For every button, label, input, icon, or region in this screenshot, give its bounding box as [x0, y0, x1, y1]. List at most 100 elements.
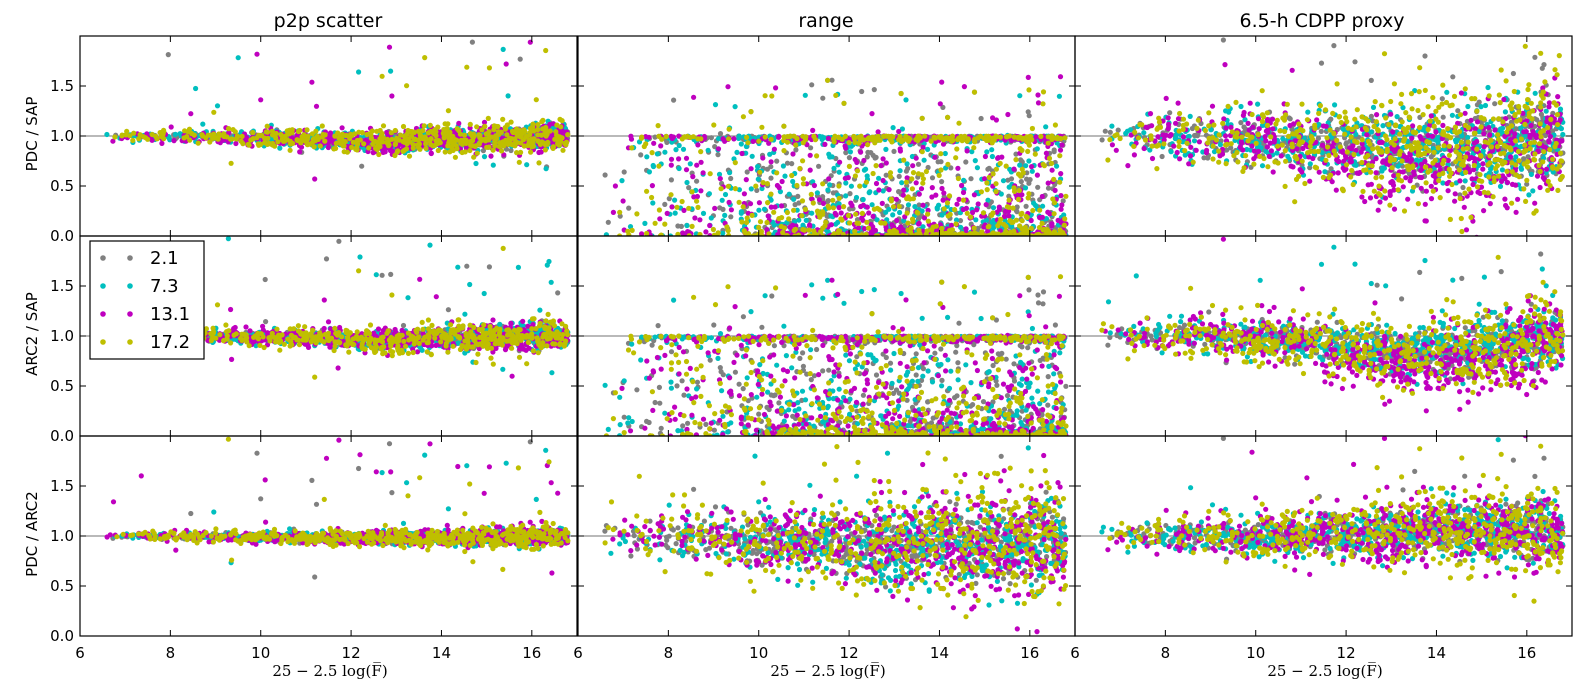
- data-point: [695, 204, 701, 210]
- data-point: [325, 144, 331, 151]
- data-point: [786, 191, 792, 197]
- data-point: [1024, 176, 1030, 182]
- data-point: [543, 166, 549, 172]
- data-point: [985, 166, 991, 172]
- data-point: [981, 135, 987, 141]
- data-point: [964, 148, 970, 154]
- data-point: [755, 164, 761, 170]
- data-point: [1046, 155, 1053, 161]
- data-point: [680, 146, 687, 152]
- data-point: [694, 198, 700, 204]
- data-point: [803, 134, 809, 140]
- data-point: [914, 209, 920, 215]
- data-point: [985, 233, 992, 236]
- data-point: [710, 226, 717, 233]
- data-point: [423, 141, 429, 147]
- data-point: [652, 134, 658, 140]
- data-point: [1039, 214, 1045, 220]
- data-point: [339, 125, 345, 131]
- data-point: [984, 149, 990, 155]
- data-point: [410, 145, 416, 151]
- data-point: [469, 138, 476, 144]
- data-point: [946, 193, 953, 199]
- data-point: [833, 221, 839, 227]
- data-point: [476, 141, 482, 147]
- data-point: [951, 232, 957, 236]
- data-point: [668, 192, 674, 198]
- data-point: [530, 121, 536, 127]
- data-point: [319, 123, 325, 129]
- data-point: [281, 138, 287, 144]
- data-point: [970, 209, 976, 216]
- data-point: [482, 123, 488, 129]
- data-point: [676, 156, 682, 162]
- data-point: [989, 147, 995, 153]
- data-point: [736, 187, 743, 193]
- data-point: [883, 172, 889, 178]
- data-point: [490, 147, 496, 153]
- data-point: [394, 149, 400, 155]
- data-point: [1005, 111, 1011, 118]
- data-point: [837, 159, 843, 165]
- data-point: [856, 220, 862, 226]
- data-point: [930, 224, 936, 230]
- data-point: [1059, 142, 1065, 148]
- data-point: [961, 84, 968, 90]
- data-point: [505, 93, 511, 99]
- data-point: [1238, 120, 1244, 126]
- data-point: [464, 64, 470, 70]
- data-point: [939, 79, 945, 85]
- data-point: [774, 158, 780, 164]
- data-point: [899, 126, 906, 132]
- data-point: [901, 228, 907, 234]
- data-point: [778, 203, 785, 209]
- data-point: [732, 186, 739, 192]
- data-point: [481, 154, 488, 160]
- data-point: [954, 146, 960, 152]
- data-point: [1017, 146, 1023, 152]
- data-point: [861, 137, 867, 143]
- data-point: [445, 108, 451, 114]
- data-point: [332, 133, 338, 139]
- data-point: [864, 219, 870, 225]
- data-point: [738, 210, 744, 216]
- data-point: [354, 137, 360, 144]
- data-point: [993, 133, 999, 139]
- data-point: [671, 97, 677, 103]
- data-point: [650, 163, 657, 170]
- data-point: [963, 159, 969, 165]
- data-point: [814, 232, 820, 236]
- data-point: [831, 165, 837, 171]
- data-point: [745, 140, 751, 146]
- data-point: [887, 170, 894, 176]
- data-point: [789, 161, 795, 167]
- data-point: [851, 133, 857, 140]
- data-point: [504, 141, 510, 147]
- data-point: [500, 116, 506, 122]
- data-point: [913, 155, 919, 161]
- data-point: [530, 143, 536, 149]
- data-point: [932, 154, 938, 160]
- data-point: [865, 142, 871, 148]
- data-point: [104, 131, 110, 138]
- data-point: [467, 147, 473, 154]
- data-point: [205, 132, 211, 138]
- data-point: [518, 149, 524, 155]
- data-point: [689, 223, 695, 229]
- data-point: [1019, 226, 1025, 232]
- data-point: [1020, 136, 1026, 142]
- data-point: [797, 165, 803, 172]
- data-point: [278, 132, 284, 138]
- data-point: [662, 221, 668, 227]
- data-point: [726, 199, 732, 205]
- data-point: [669, 204, 675, 210]
- data-point: [447, 129, 453, 135]
- data-point: [779, 178, 785, 185]
- data-point: [828, 213, 834, 219]
- data-point: [406, 153, 413, 159]
- data-point: [820, 181, 826, 187]
- data-point: [254, 51, 260, 57]
- data-point: [232, 129, 238, 135]
- data-point: [491, 127, 497, 133]
- data-point: [377, 136, 383, 142]
